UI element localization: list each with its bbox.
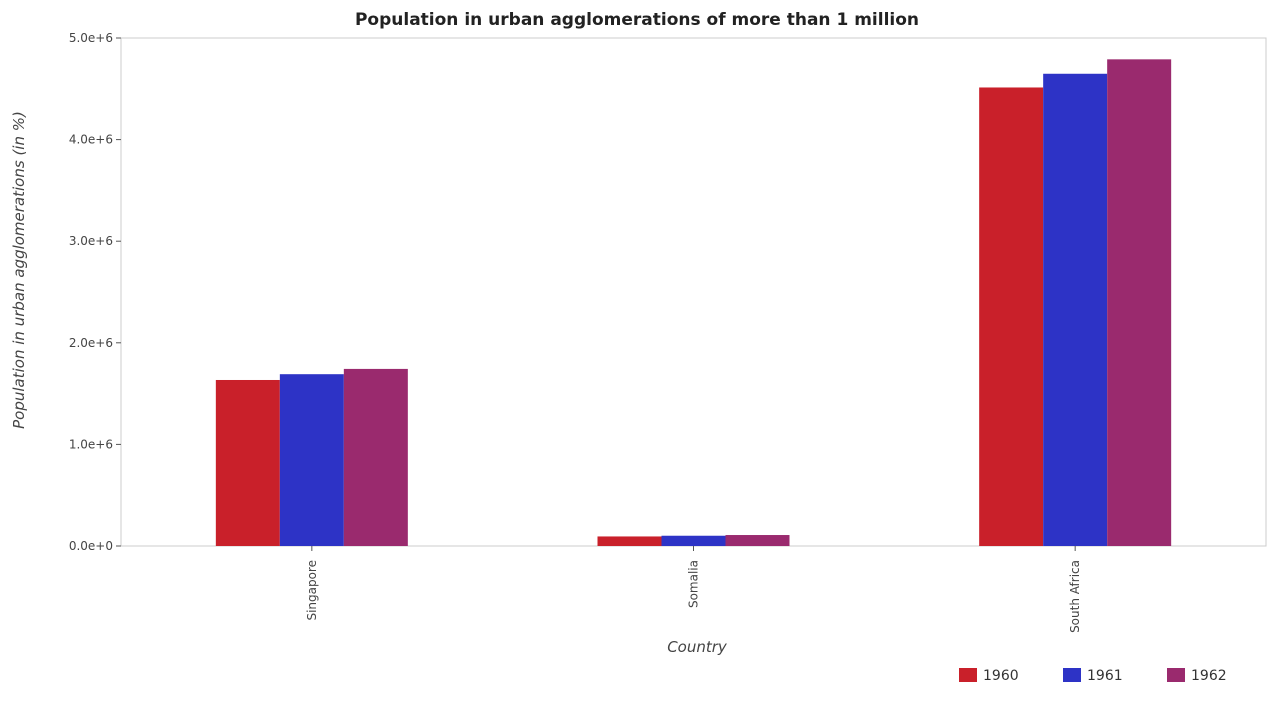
y-tick-label: 5.0e+6 [69, 31, 113, 45]
y-axis-title: Population in urban agglomerations (in %… [10, 111, 28, 429]
bar-singapore-1961 [279, 374, 344, 546]
legend-swatch-1961 [1063, 668, 1081, 682]
x-axis-title: Country [667, 638, 728, 656]
bar-south-africa-1962 [1107, 59, 1172, 546]
plot-area [120, 37, 1267, 547]
y-tick-label: 0.0e+0 [69, 539, 113, 553]
bar-singapore-1962 [343, 368, 408, 546]
y-tick-label: 1.0e+6 [69, 437, 113, 451]
x-tick-label: South Africa [1068, 560, 1082, 633]
y-tick-label: 2.0e+6 [69, 336, 113, 350]
legend-swatch-1960 [959, 668, 977, 682]
legend-label-1960: 1960 [983, 668, 1019, 684]
bar-south-africa-1961 [1043, 73, 1108, 547]
bar-south-africa-1960 [979, 87, 1044, 547]
bar-somalia-1960 [597, 536, 662, 546]
legend: 1960 1961 1962 [959, 668, 1227, 684]
y-tick-label: 3.0e+6 [69, 234, 113, 248]
x-tick-label: Somalia [687, 560, 701, 608]
legend-swatch-1962 [1167, 668, 1185, 682]
x-tick-label: Singapore [305, 560, 319, 621]
chart-title: Population in urban agglomerations of mo… [355, 10, 919, 30]
legend-label-1961: 1961 [1087, 668, 1123, 684]
x-axis: Singapore Somalia South Africa [305, 546, 1082, 633]
bar-singapore-1960 [215, 379, 280, 546]
legend-label-1962: 1962 [1191, 668, 1227, 684]
y-axis: 0.0e+0 1.0e+6 2.0e+6 3.0e+6 4.0e+6 5.0e+6 [69, 31, 121, 553]
y-tick-label: 4.0e+6 [69, 133, 113, 147]
bar-somalia-1962 [725, 535, 790, 546]
bar-somalia-1961 [661, 535, 726, 546]
